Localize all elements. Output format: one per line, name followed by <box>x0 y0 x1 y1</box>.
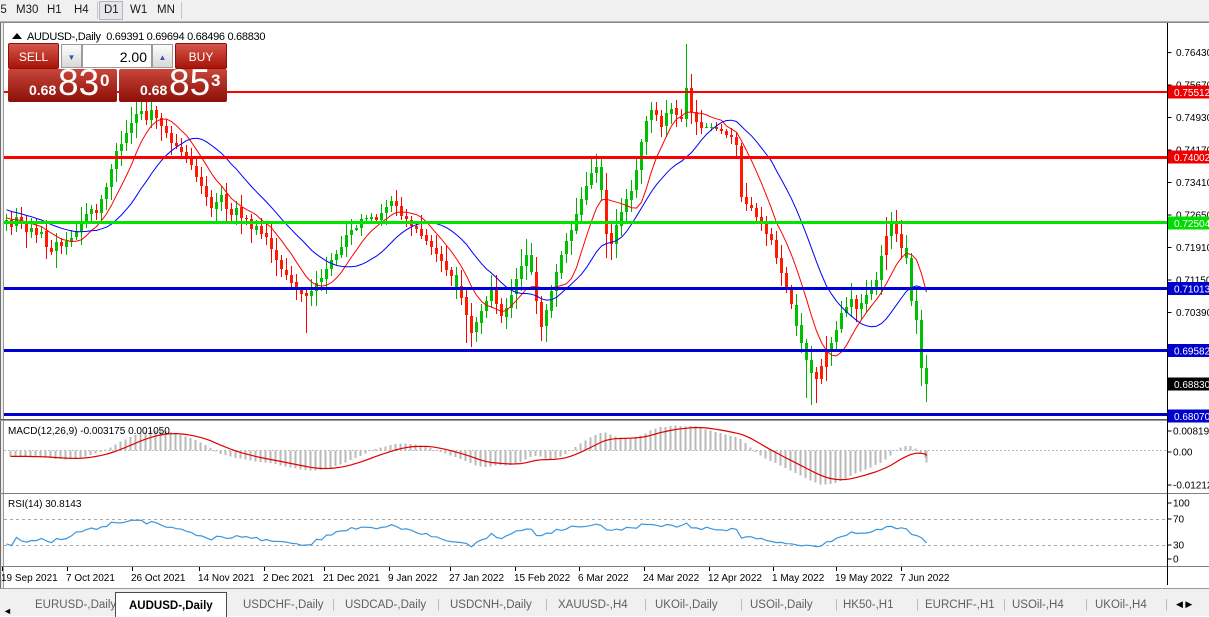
svg-text:0.75512: 0.75512 <box>1174 88 1209 99</box>
svg-text:0.71910: 0.71910 <box>1176 243 1209 254</box>
svg-text:0.71150: 0.71150 <box>1176 276 1209 287</box>
svg-text:12 Apr 2022: 12 Apr 2022 <box>708 573 762 584</box>
svg-text:-0.01212: -0.01212 <box>1173 481 1209 492</box>
svg-text:0.72650: 0.72650 <box>1176 211 1209 222</box>
svg-text:6 Mar 2022: 6 Mar 2022 <box>578 573 629 584</box>
svg-text:0.68070: 0.68070 <box>1174 412 1209 423</box>
svg-text:21 Dec 2021: 21 Dec 2021 <box>323 573 380 584</box>
svg-text:24 Mar 2022: 24 Mar 2022 <box>643 573 700 584</box>
svg-text:9 Jan 2022: 9 Jan 2022 <box>388 573 438 584</box>
svg-text:30: 30 <box>1173 541 1185 552</box>
svg-text:0.72504: 0.72504 <box>1174 219 1209 230</box>
svg-text:100: 100 <box>1173 499 1190 510</box>
svg-text:2 Dec 2021: 2 Dec 2021 <box>263 573 315 584</box>
svg-text:0: 0 <box>1173 555 1179 566</box>
svg-text:19 May 2022: 19 May 2022 <box>835 573 893 584</box>
svg-text:0.70390: 0.70390 <box>1176 308 1209 319</box>
svg-text:0.74002: 0.74002 <box>1174 153 1209 164</box>
svg-text:0.71013: 0.71013 <box>1174 284 1209 295</box>
svg-text:27 Jan 2022: 27 Jan 2022 <box>449 573 504 584</box>
svg-text:0.69582: 0.69582 <box>1174 346 1209 357</box>
svg-text:MACD(12,26,9) -0.003175 0.0010: MACD(12,26,9) -0.003175 0.001050 <box>8 426 170 437</box>
svg-text:RSI(14) 30.8143: RSI(14) 30.8143 <box>8 499 82 510</box>
svg-text:26 Oct 2021: 26 Oct 2021 <box>131 573 186 584</box>
svg-text:1 May 2022: 1 May 2022 <box>772 573 825 584</box>
svg-text:15 Feb 2022: 15 Feb 2022 <box>514 573 571 584</box>
svg-text:0.68830: 0.68830 <box>1174 380 1209 391</box>
svg-text:7 Jun 2022: 7 Jun 2022 <box>900 573 950 584</box>
svg-text:0.00: 0.00 <box>1173 448 1193 459</box>
svg-text:14 Nov 2021: 14 Nov 2021 <box>198 573 255 584</box>
svg-text:0.008197: 0.008197 <box>1173 427 1209 438</box>
svg-text:7 Oct 2021: 7 Oct 2021 <box>66 573 115 584</box>
svg-text:0.74930: 0.74930 <box>1176 113 1209 124</box>
svg-text:19 Sep 2021: 19 Sep 2021 <box>1 573 58 584</box>
svg-text:70: 70 <box>1173 515 1185 526</box>
svg-text:0.73410: 0.73410 <box>1176 178 1209 189</box>
svg-text:AUDUSD-,Daily 0.69391 0.69694: AUDUSD-,Daily 0.69391 0.69694 0.68496 0.… <box>27 31 265 43</box>
svg-text:0.76430: 0.76430 <box>1176 48 1209 59</box>
